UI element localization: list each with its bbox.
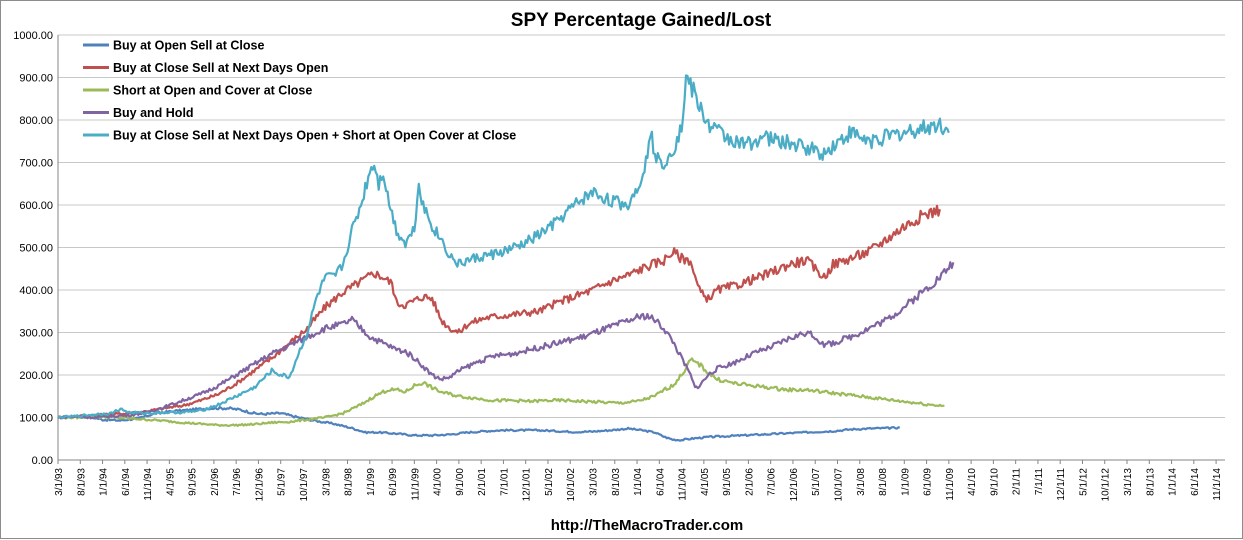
x-tick-label: 6/1/94 bbox=[121, 468, 132, 496]
legend-label: Buy and Hold bbox=[113, 106, 194, 120]
x-tick-label: 12/1/06 bbox=[789, 468, 800, 502]
x-tick-label: 3/1/93 bbox=[54, 468, 65, 496]
y-tick-label: 500.00 bbox=[19, 243, 53, 255]
x-tick-label: 1/1/94 bbox=[99, 468, 110, 496]
y-tick-label: 900.00 bbox=[19, 73, 53, 85]
y-tick-label: 800.00 bbox=[19, 115, 53, 127]
x-tick-label: 1/1/14 bbox=[1168, 468, 1179, 496]
x-tick-label: 8/1/98 bbox=[344, 468, 355, 496]
x-tick-label: 11/1/94 bbox=[143, 468, 154, 501]
x-tick-label: 6/1/04 bbox=[655, 468, 666, 496]
y-tick-label: 700.00 bbox=[19, 158, 53, 170]
legend: Buy at Open Sell at Close Buy at Close Se… bbox=[83, 39, 516, 143]
axes: 0.00 100.00 200.00 300.00 400.00 500.00 600.00… bbox=[13, 30, 1225, 501]
x-tick-label: 5/1/97 bbox=[277, 468, 288, 496]
x-tick-label: 8/1/03 bbox=[611, 468, 622, 496]
x-tick-label: 12/1/11 bbox=[1056, 468, 1067, 501]
x-tick-label: 6/1/14 bbox=[1190, 468, 1201, 496]
x-tick-label: 4/1/95 bbox=[165, 468, 176, 496]
x-tick-label: 7/1/01 bbox=[499, 468, 510, 496]
x-tick-label: 10/1/07 bbox=[833, 468, 844, 502]
y-tick-label: 400.00 bbox=[19, 285, 53, 297]
x-tick-label: 4/1/05 bbox=[700, 468, 711, 496]
source-url: http://TheMacroTrader.com bbox=[551, 517, 744, 534]
x-tick-label: 5/1/07 bbox=[811, 468, 822, 496]
x-tick-label: 3/1/13 bbox=[1123, 468, 1134, 496]
x-tick-label: 11/1/99 bbox=[410, 468, 421, 501]
y-tick-label: 100.00 bbox=[19, 413, 53, 425]
series-line bbox=[57, 204, 941, 420]
x-tick-label: 9/1/05 bbox=[722, 468, 733, 496]
x-tick-label: 9/1/10 bbox=[989, 468, 1000, 496]
x-tick-label: 10/1/97 bbox=[299, 468, 310, 502]
x-tick-label: 11/1/14 bbox=[1212, 468, 1223, 501]
legend-label: Short at Open and Cover at Close bbox=[113, 84, 312, 98]
x-tick-label: 3/1/98 bbox=[321, 468, 332, 496]
x-tick-label: 11/1/09 bbox=[945, 468, 956, 501]
x-tick-label: 9/1/95 bbox=[188, 468, 199, 496]
series-line bbox=[57, 261, 955, 420]
y-tick-label: 1000.00 bbox=[13, 30, 53, 42]
x-tick-label: 10/1/02 bbox=[566, 468, 577, 502]
x-tick-label: 3/1/03 bbox=[589, 468, 600, 496]
x-tick-label: 8/1/13 bbox=[1145, 468, 1156, 496]
x-tick-label: 11/1/04 bbox=[678, 468, 689, 501]
x-tick-label: 10/1/12 bbox=[1101, 468, 1112, 502]
y-tick-label: 300.00 bbox=[19, 328, 53, 340]
x-tick-label: 9/1/00 bbox=[455, 468, 466, 496]
series-line bbox=[57, 74, 950, 420]
x-tick-label: 3/1/08 bbox=[856, 468, 867, 496]
x-tick-label: 2/1/06 bbox=[744, 468, 755, 496]
x-tick-label: 6/1/09 bbox=[923, 468, 934, 496]
x-tick-label: 5/1/12 bbox=[1078, 468, 1089, 496]
series-line bbox=[57, 357, 945, 427]
x-tick-label: 12/1/96 bbox=[254, 468, 265, 502]
x-tick-label: 2/1/01 bbox=[477, 468, 488, 496]
x-tick-label: 7/1/11 bbox=[1034, 468, 1045, 495]
gridlines bbox=[58, 34, 1225, 461]
x-tick-label: 2/1/11 bbox=[1012, 468, 1023, 495]
x-tick-label: 1/1/09 bbox=[900, 468, 911, 496]
y-tick-label: 600.00 bbox=[19, 200, 53, 212]
legend-label: Buy at Close Sell at Next Days Open + Sh… bbox=[113, 129, 516, 143]
x-tick-label: 6/1/99 bbox=[388, 468, 399, 496]
chart-title: SPY Percentage Gained/Lost bbox=[511, 10, 772, 31]
y-tick-label: 200.00 bbox=[19, 370, 53, 382]
x-tick-label: 8/1/93 bbox=[76, 468, 87, 496]
x-tick-label: 7/1/96 bbox=[232, 468, 243, 496]
x-tick-label: 4/1/00 bbox=[433, 468, 444, 496]
legend-label: Buy at Open Sell at Close bbox=[113, 39, 264, 53]
series-lines bbox=[57, 74, 955, 442]
legend-label: Buy at Close Sell at Next Days Open bbox=[113, 61, 328, 75]
x-tick-label: 1/1/99 bbox=[366, 468, 377, 496]
x-tick-label: 12/1/01 bbox=[522, 468, 533, 502]
y-tick-label: 0.00 bbox=[32, 455, 53, 467]
x-tick-label: 7/1/06 bbox=[767, 468, 778, 496]
x-tick-label: 8/1/08 bbox=[878, 468, 889, 496]
x-tick-label: 4/1/10 bbox=[967, 468, 978, 496]
x-tick-label: 2/1/96 bbox=[210, 468, 221, 496]
x-tick-label: 5/1/02 bbox=[544, 468, 555, 496]
x-tick-label: 1/1/04 bbox=[633, 468, 644, 496]
